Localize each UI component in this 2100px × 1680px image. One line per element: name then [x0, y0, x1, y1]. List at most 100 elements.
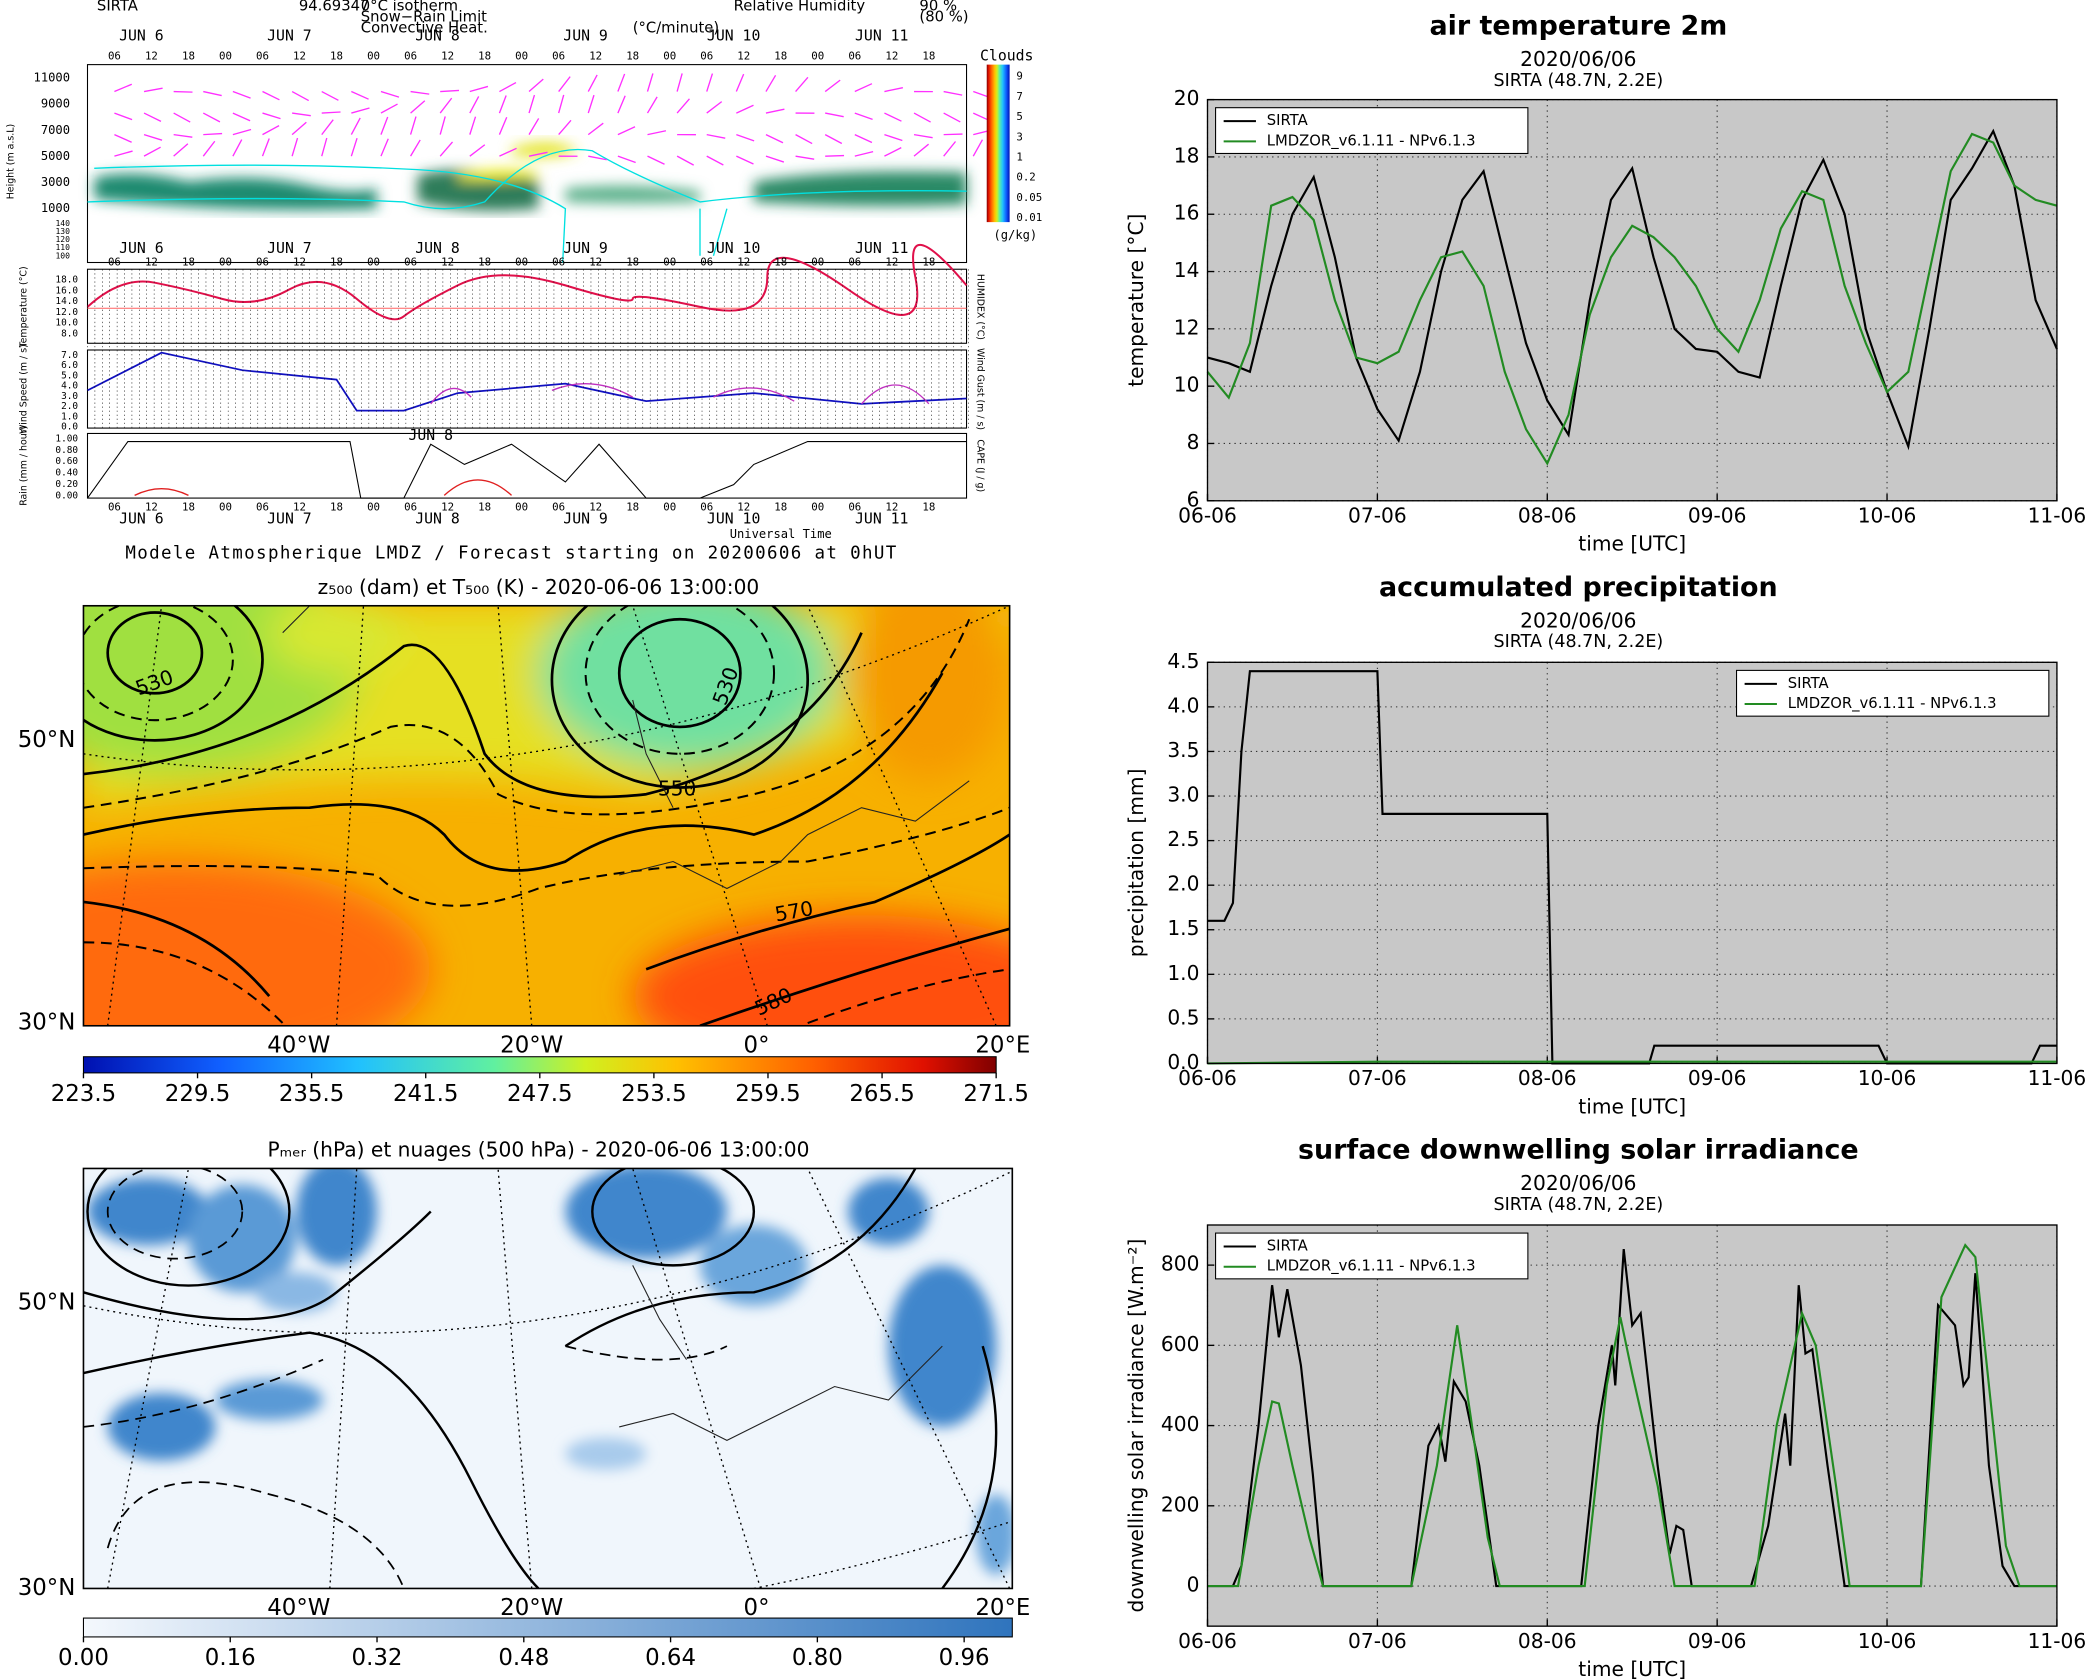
wind-arrow: [528, 78, 544, 93]
data-line: [1207, 128, 2058, 451]
wind-arrow: [943, 133, 963, 136]
wind-arrow: [736, 104, 754, 114]
wind-arrow: [765, 155, 785, 163]
hour-label: 00: [663, 50, 676, 63]
axis-label: Rain (mm / hour): [19, 426, 30, 506]
colorbar-label: 265.5: [849, 1081, 915, 1107]
hour-label: 00: [663, 501, 676, 514]
hour-label: 00: [219, 501, 232, 514]
wind-arrow: [114, 112, 133, 121]
lon-label: 0°: [744, 1595, 770, 1621]
y-axis-label: precipitation [mm]: [1124, 769, 1148, 958]
humidity-contour: [94, 164, 728, 263]
y-tick-label: 1000: [41, 201, 70, 215]
y-tick-label: 4.5: [1167, 649, 1199, 673]
cape-line: [134, 479, 512, 496]
rain-panel: [86, 432, 968, 499]
map-temperature: [83, 605, 1010, 1026]
wind-arrow: [173, 133, 193, 138]
legend-label: SIRTA: [1267, 112, 1308, 129]
wind-arrow: [439, 141, 454, 157]
colorbar-label: 7: [1016, 90, 1022, 103]
wind-arrow: [440, 89, 460, 93]
chart-subtitle: 2020/06/06: [1520, 47, 1636, 71]
header-label: (80 %): [919, 9, 968, 26]
y-tick-label: 200: [1161, 1492, 1200, 1516]
axis-label: CAPE (J / g): [975, 439, 986, 492]
colorbar: [82, 1617, 1013, 1638]
x-tick-label: 08-06: [1518, 503, 1577, 527]
legend-label: LMDZOR_v6.1.11 - NPv6.1.3: [1788, 695, 1997, 712]
x-tick-label: 11-06: [2028, 1629, 2087, 1653]
day-label: JUN 7: [267, 27, 312, 44]
colorbar-label: 0.05: [1016, 191, 1042, 204]
lat-label: 50°N: [18, 727, 76, 753]
y-tick-label: 110: [55, 243, 70, 252]
hour-label: 12: [589, 501, 602, 514]
axis-label: Height (m a.s.L): [5, 124, 16, 199]
y-tick-label: 8: [1187, 430, 1200, 454]
y-tick-label: 2.0: [1167, 872, 1199, 896]
y-tick-label: 7.0: [61, 350, 78, 361]
y-tick-label: 3.5: [1167, 738, 1199, 762]
y-tick-label: 5.0: [61, 370, 78, 381]
y-tick-label: 0.00: [55, 491, 78, 502]
chart-title: accumulated precipitation: [1379, 572, 1778, 603]
hour-label: 00: [811, 50, 824, 63]
gust-line: [430, 383, 930, 405]
wind-arrow: [884, 147, 902, 157]
colorbar-unit: (g/kg): [993, 228, 1037, 242]
hour-label: 06: [848, 256, 861, 269]
colorbar-label: 241.5: [393, 1081, 458, 1107]
plot-frame: [1206, 1224, 2058, 1627]
axis-label: Temperature (°C): [19, 266, 30, 348]
wind-arrow: [676, 155, 695, 166]
x-tick-label: 07-06: [1348, 1066, 1407, 1090]
day-label: JUN 7: [267, 240, 312, 257]
y-tick-label: 11000: [34, 71, 70, 85]
wind-arrow: [647, 155, 665, 165]
y-tick-label: 1.0: [1167, 961, 1199, 985]
y-tick-label: 0.40: [55, 468, 78, 479]
y-tick-label: 0.5: [1167, 1005, 1199, 1029]
wind-arrow: [558, 94, 565, 114]
hour-label: 06: [108, 501, 121, 514]
wind-arrow: [292, 112, 311, 117]
hour-label: 12: [885, 501, 898, 514]
y-tick-label: 6.0: [61, 360, 78, 371]
hour-label: 12: [293, 50, 306, 63]
hour-label: 18: [922, 256, 935, 269]
legend-label: LMDZOR_v6.1.11 - NPv6.1.3: [1267, 132, 1476, 149]
wind-arrow: [469, 116, 477, 135]
chart-subtitle: 2020/06/06: [1520, 1171, 1636, 1195]
colorbar-label: 0.64: [645, 1645, 696, 1671]
colorbar-label: 0.32: [352, 1645, 403, 1671]
lon-label: 20°W: [500, 1032, 563, 1058]
day-label: JUN 9: [563, 27, 608, 44]
x-tick-label: 06-06: [1178, 1629, 1237, 1653]
day-label: JUN 8: [415, 27, 460, 44]
wind-arrow: [173, 143, 189, 157]
y-axis-label: temperature [°C]: [1124, 214, 1148, 387]
lat-label: 30°N: [18, 1575, 76, 1601]
hour-label: 18: [182, 501, 195, 514]
wind-arrow: [587, 94, 595, 114]
y-tick-label: 10: [1174, 373, 1200, 397]
wind-arrow: [232, 128, 252, 136]
y-tick-label: 12.0: [55, 307, 78, 318]
wind-arrow: [647, 130, 667, 136]
caption: Modele Atmospherique LMDZ / Forecast sta…: [125, 543, 897, 563]
wind-arrow: [528, 94, 536, 114]
y-tick-label: 7000: [41, 123, 70, 137]
wind-arrow: [321, 90, 339, 101]
lat-label: 30°N: [18, 1010, 76, 1036]
hour-label: 12: [441, 501, 454, 514]
wind-arrow: [410, 100, 426, 114]
wind-arrow: [114, 83, 133, 93]
hour-label: 18: [774, 50, 787, 63]
hour-label: 12: [589, 50, 602, 63]
hour-label: 12: [293, 256, 306, 269]
header-label: 90 %: [919, 0, 957, 15]
y-tick-label: 1.00: [55, 433, 78, 444]
day-label: JUN 7: [267, 511, 312, 528]
